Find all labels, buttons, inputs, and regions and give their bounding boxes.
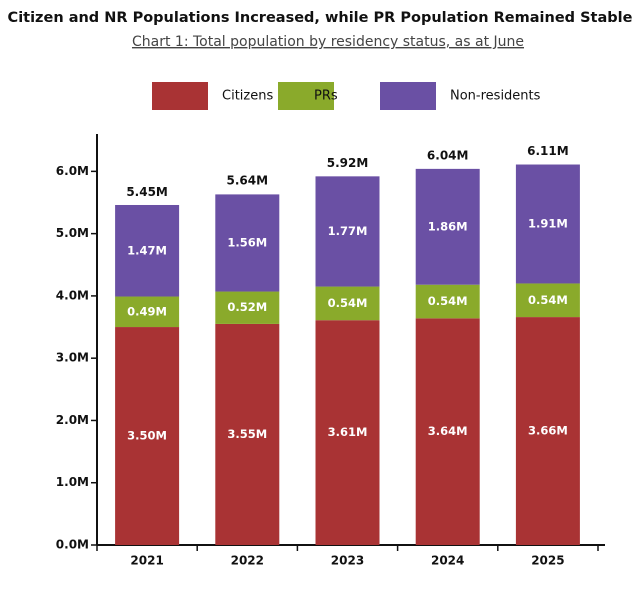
legend-swatch: [152, 82, 208, 110]
bar-segment: [315, 286, 380, 321]
legend-label: PRs: [314, 89, 338, 104]
x-tick-label: 2025: [531, 554, 564, 568]
total-label: 6.04M: [427, 148, 469, 162]
legend-swatch: [380, 82, 436, 110]
value-label: 1.56M: [227, 235, 267, 249]
bar-segment: [215, 194, 280, 292]
bar-segment: [215, 323, 280, 545]
value-label: 3.50M: [127, 429, 167, 443]
bar-segment: [115, 296, 180, 328]
bar-segment: [115, 204, 180, 297]
value-label: 3.64M: [428, 424, 468, 438]
bar-segment: [415, 168, 480, 285]
bar-segment: [215, 291, 280, 324]
y-tick-label: 1.0M: [56, 475, 89, 489]
total-label: 5.92M: [327, 156, 369, 170]
value-label: 3.66M: [528, 424, 568, 438]
value-label: 1.47M: [127, 243, 167, 257]
chart-title: Citizen and NR Populations Increased, wh…: [8, 10, 633, 26]
bar-segment: [515, 164, 580, 284]
bar-segment: [115, 327, 180, 545]
x-tick-label: 2024: [431, 554, 464, 568]
bar-segment: [315, 176, 380, 287]
x-tick-label: 2021: [130, 554, 163, 568]
value-label: 0.52M: [227, 300, 267, 314]
value-label: 3.61M: [328, 425, 368, 439]
bar-segment: [515, 283, 580, 318]
legend-swatch: [278, 82, 334, 110]
value-label: 0.49M: [127, 304, 167, 318]
bar-segment: [415, 318, 480, 545]
y-tick-label: 6.0M: [56, 164, 89, 178]
value-label: 1.86M: [428, 219, 468, 233]
y-tick-label: 0.0M: [56, 538, 89, 552]
y-tick-label: 3.0M: [56, 351, 89, 365]
x-tick-label: 2022: [231, 554, 264, 568]
total-label: 5.64M: [227, 173, 269, 187]
value-label: 1.77M: [328, 224, 368, 238]
value-label: 0.54M: [528, 293, 568, 307]
value-label: 3.55M: [227, 427, 267, 441]
value-label: 0.54M: [328, 296, 368, 310]
y-tick-label: 2.0M: [56, 413, 89, 427]
total-label: 5.45M: [126, 185, 168, 199]
y-tick-label: 4.0M: [56, 288, 89, 302]
bar-segment: [415, 284, 480, 319]
x-tick-label: 2023: [331, 554, 364, 568]
legend-label: Non-residents: [450, 89, 541, 104]
y-tick-label: 5.0M: [56, 226, 89, 240]
chart-subtitle: Chart 1: Total population by residency s…: [132, 34, 524, 50]
bar-segment: [515, 317, 580, 545]
legend-label: Citizens: [222, 89, 273, 104]
value-label: 0.54M: [428, 294, 468, 308]
bar-segment: [315, 320, 380, 545]
total-label: 6.11M: [527, 144, 569, 158]
value-label: 1.91M: [528, 216, 568, 230]
